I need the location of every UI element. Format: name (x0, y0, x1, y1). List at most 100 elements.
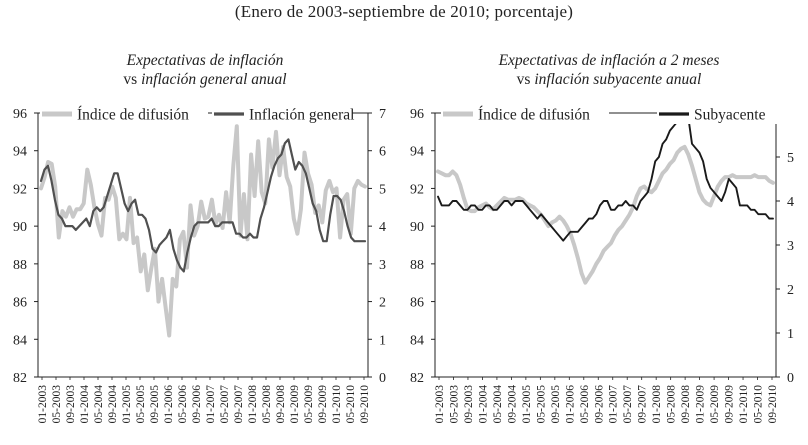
left-x-tick-label: 01-2009 (289, 385, 301, 424)
left-x-tick-label: 05-2003 (51, 385, 63, 424)
right-x-tick-label: 01-2005 (521, 385, 533, 424)
right-legend-label: Subyacente (694, 107, 766, 124)
right-x-tick-label: 05-2004 (492, 385, 504, 424)
left-right-tick-label: 6 (379, 145, 386, 160)
left-x-tick-label: 05-2005 (135, 385, 147, 424)
right-right-tick-label: 1 (787, 327, 794, 342)
right-x-tick-label: 09-2008 (680, 385, 692, 424)
left-right-tick-label: 3 (379, 258, 386, 273)
right-x-tick-label: 09-2009 (724, 385, 736, 424)
right-chart-title: Expectativas de inflación a 2 meses vs i… (436, 51, 782, 89)
right-right-tick-label: 2 (787, 283, 794, 298)
right-x-tick-label: 05-2009 (709, 385, 721, 424)
left-x-tick-label: 05-2009 (303, 385, 315, 424)
right-x-tick-label: 01-2006 (564, 385, 576, 424)
left-title-line1: Expectativas de inflación (126, 52, 284, 69)
left-x-tick-label: 09-2003 (65, 385, 77, 424)
right-left-tick-label: 92 (410, 182, 424, 197)
left-x-tick-label: 09-2004 (107, 385, 119, 424)
right-x-tick-label: 01-2003 (434, 385, 446, 424)
left-legend-label: Inflación general (249, 107, 354, 124)
right-x-tick-label: 01-2010 (738, 385, 750, 424)
right-left-tick-label: 84 (410, 333, 424, 348)
right-x-tick-label: 05-2008 (666, 385, 678, 424)
right-x-tick-label: 05-2010 (753, 385, 765, 424)
left-x-tick-label: 09-2009 (317, 385, 329, 424)
right-x-tick-label: 01-2007 (608, 385, 620, 424)
right-right-tick-label: 0 (787, 371, 794, 386)
left-right-tick-label: 4 (379, 220, 386, 235)
left-right-tick-label: 2 (379, 296, 386, 311)
left-x-tick-label: 09-2007 (233, 385, 245, 424)
left-left-tick-label: 86 (13, 296, 27, 311)
left-x-tick-label: 01-2004 (79, 385, 91, 424)
left-left-tick-label: 90 (13, 220, 27, 235)
left-series-diffusion (39, 124, 367, 338)
left-right-tick-label: 1 (379, 333, 386, 348)
left-legend-label: Índice de difusión (77, 107, 189, 124)
left-right-tick-label: 7 (379, 107, 386, 122)
left-plot-frame (37, 112, 369, 378)
right-left-tick-label: 90 (410, 220, 424, 235)
left-x-tick-label: 09-2010 (359, 385, 371, 424)
right-x-tick-label: 01-2008 (651, 385, 663, 424)
left-legend-bg (212, 103, 352, 124)
right-right-tick-label: 4 (787, 195, 794, 210)
left-x-tick-label: 01-2006 (163, 385, 175, 424)
left-left-tick-label: 96 (13, 107, 27, 122)
right-x-tick-label: 09-2010 (767, 385, 779, 424)
right-left-tick-label: 82 (410, 371, 424, 386)
right-x-tick-label: 09-2003 (463, 385, 475, 424)
right-x-tick-label: 01-2004 (477, 385, 489, 424)
left-x-tick-label: 05-2010 (345, 385, 357, 424)
left-x-tick-label: 05-2007 (219, 385, 231, 424)
right-legend-bg (441, 103, 609, 124)
left-x-tick-label: 05-2006 (177, 385, 189, 424)
right-x-tick-label: 05-2007 (622, 385, 634, 424)
figure-subtitle: (Enero de 2003-septiembre de 2010; porce… (234, 2, 574, 21)
right-title-line1: Expectativas de inflación a 2 meses (498, 52, 720, 69)
right-series-diffusion (436, 144, 775, 285)
right-legend-bg (657, 103, 797, 124)
left-x-tick-label: 01-2008 (247, 385, 259, 424)
right-title-vs: vs (516, 71, 535, 88)
right-x-tick-label: 09-2004 (506, 385, 518, 424)
right-series-core (437, 116, 774, 242)
right-plot-frame (434, 112, 777, 378)
left-left-tick-label: 82 (13, 371, 27, 386)
left-title-vs: vs (123, 71, 142, 88)
left-series-inflation (39, 138, 367, 273)
left-right-tick-label: 5 (379, 182, 386, 197)
left-left-tick-label: 88 (13, 258, 27, 273)
left-right-tick-label: 0 (379, 371, 386, 386)
left-x-tick-label: 09-2006 (191, 385, 203, 424)
right-left-tick-label: 94 (410, 145, 424, 160)
left-left-tick-label: 92 (13, 182, 27, 197)
right-x-tick-label: 09-2007 (637, 385, 649, 424)
left-legend-bg (40, 103, 208, 124)
left-x-tick-label: 05-2004 (93, 385, 105, 424)
left-left-tick-label: 94 (13, 145, 27, 160)
left-x-tick-label: 01-2010 (331, 385, 343, 424)
right-left-tick-label: 86 (410, 296, 424, 311)
right-x-tick-label: 05-2003 (448, 385, 460, 424)
left-x-tick-label: 09-2005 (149, 385, 161, 424)
right-right-tick-label: 5 (787, 151, 794, 166)
right-x-tick-label: 09-2005 (550, 385, 562, 424)
right-x-tick-label: 09-2006 (593, 385, 605, 424)
left-title-italic: inflación general anual (141, 71, 287, 88)
left-left-tick-label: 84 (13, 333, 27, 348)
left-chart-title: Expectativas de inflación vs inflación g… (40, 51, 370, 89)
left-x-tick-label: 05-2008 (261, 385, 273, 424)
right-x-tick-label: 01-2009 (695, 385, 707, 424)
left-x-tick-label: 01-2005 (121, 385, 133, 424)
left-x-tick-label: 09-2008 (275, 385, 287, 424)
right-right-tick-label: 3 (787, 239, 794, 254)
right-x-tick-label: 05-2005 (535, 385, 547, 424)
right-left-tick-label: 88 (410, 258, 424, 273)
left-x-tick-label: 01-2007 (205, 385, 217, 424)
right-title-italic: inflación subyacente anual (534, 71, 702, 88)
right-x-tick-label: 05-2006 (579, 385, 591, 424)
right-left-tick-label: 96 (410, 107, 424, 122)
